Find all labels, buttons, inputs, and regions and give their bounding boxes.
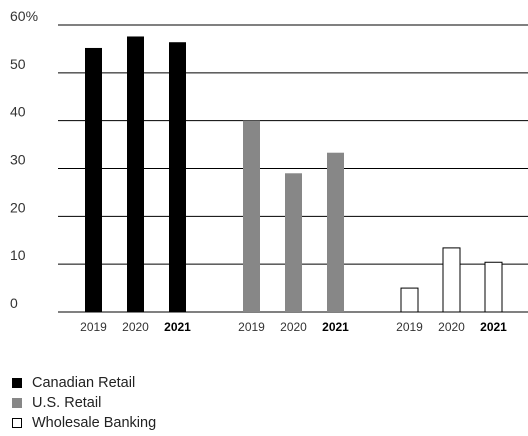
y-axis-ticks: 60% 50 40 30 20 10 0 — [10, 8, 38, 311]
legend-swatch — [12, 398, 22, 408]
x-tick-label: 2020 — [122, 320, 149, 334]
x-tick-label: 2019 — [238, 320, 265, 334]
x-tick-label: 2019 — [396, 320, 423, 334]
bar — [484, 261, 503, 313]
legend-label: U.S. Retail — [32, 395, 102, 411]
legend-item-us-retail: U.S. Retail — [12, 393, 156, 413]
x-tick-label: 2021 — [164, 320, 191, 334]
bar — [243, 120, 260, 313]
bar — [327, 152, 344, 312]
y-tick-label: 60% — [10, 8, 38, 24]
y-tick-label: 20 — [10, 199, 26, 215]
bars — [85, 36, 503, 313]
y-tick-label: 50 — [10, 56, 26, 72]
x-axis-ticks: 2019 2020 2021 2019 2020 2021 2019 2020 2021 — [80, 320, 507, 334]
y-tick-label: 0 — [10, 295, 18, 311]
y-tick-label: 30 — [10, 152, 26, 168]
bar — [285, 173, 302, 312]
x-tick-label: 2021 — [480, 320, 507, 334]
bar — [400, 287, 419, 313]
bar — [85, 47, 102, 313]
y-tick-label: 10 — [10, 247, 26, 263]
x-tick-label: 2021 — [322, 320, 349, 334]
legend-label: Canadian Retail — [32, 375, 136, 391]
legend-swatch — [12, 378, 22, 388]
bar — [169, 42, 186, 312]
x-tick-label: 2020 — [438, 320, 465, 334]
legend-item-wholesale-banking: Wholesale Banking — [12, 413, 156, 433]
bar — [442, 247, 461, 313]
legend-swatch — [12, 418, 22, 428]
legend-item-canadian-retail: Canadian Retail — [12, 373, 156, 393]
x-tick-label: 2019 — [80, 320, 107, 334]
legend: Canadian Retail U.S. Retail Wholesale Ba… — [12, 373, 156, 433]
legend-label: Wholesale Banking — [32, 415, 157, 431]
bar — [127, 36, 144, 312]
x-tick-label: 2020 — [280, 320, 307, 334]
y-tick-label: 40 — [10, 104, 26, 120]
